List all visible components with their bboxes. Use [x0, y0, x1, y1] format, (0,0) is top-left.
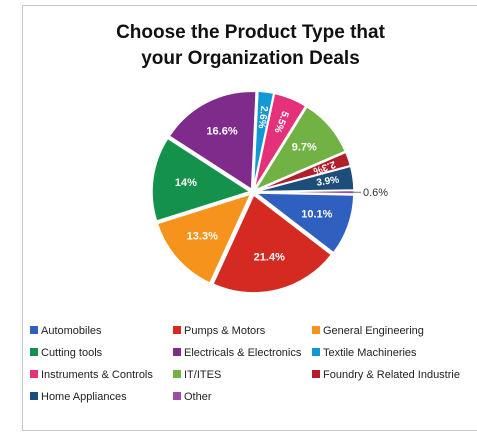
- data-label-textile-machineries: 2.6%: [256, 105, 270, 129]
- legend-swatch: [312, 370, 320, 378]
- legend-item-cutting-tools: Cutting tools: [30, 346, 102, 360]
- legend-swatch: [312, 348, 320, 356]
- legend-swatch: [173, 392, 181, 400]
- legend-label: Textile Machineries: [323, 347, 417, 359]
- legend-swatch: [30, 392, 38, 400]
- legend-item-electricals-electronics: Electricals & Electronics: [173, 346, 301, 360]
- legend-label: General Engineering: [323, 325, 424, 337]
- legend-swatch: [30, 348, 38, 356]
- data-label-pumps-motors: 21.4%: [254, 252, 285, 264]
- pie-slice-textile-machineries: [252, 90, 275, 190]
- pie-slice-general-engineering: [156, 192, 253, 285]
- chart-title: Choose the Product Type that your Organi…: [23, 20, 477, 72]
- pie-slice-cutting-tools: [151, 137, 252, 223]
- pie-slice-pumps-motors: [211, 193, 333, 294]
- legend-item-home-appliances: Home Appliances: [30, 390, 127, 404]
- legend-item-general-engineering: General Engineering: [312, 324, 424, 338]
- pie-slice-instruments-controls: [253, 92, 307, 190]
- legend-label: Automobiles: [41, 325, 102, 337]
- pie-slice-electricals-electronics: [168, 90, 257, 191]
- pie-slice-foundry-related-industries: [255, 151, 352, 192]
- legend-swatch: [173, 326, 181, 334]
- legend-label: Pumps & Motors: [184, 325, 266, 337]
- legend-label: Cutting tools: [41, 347, 103, 359]
- legend-item-it-ites: IT/ITES: [173, 368, 221, 382]
- chart-title-line-1: Choose the Product Type that: [116, 22, 385, 43]
- legend-item-pumps-motors: Pumps & Motors: [173, 324, 265, 338]
- data-label-other: 0.6%: [363, 187, 388, 199]
- legend-label: Electricals & Electronics: [184, 347, 302, 359]
- chart-frame: Choose the Product Type that your Organi…: [22, 5, 477, 431]
- data-label-electricals-electronics: 16.6%: [206, 126, 237, 138]
- legend-item-other: Other: [173, 390, 212, 404]
- data-label-general-engineering: 13.3%: [187, 231, 218, 243]
- legend-label: Other: [184, 391, 212, 403]
- pie-chart: 3.9%0.6%10.1%21.4%13.3%14%16.6%2.6% 5.5%9…: [151, 90, 388, 294]
- legend-label: IT/ITES: [184, 369, 222, 381]
- legend-item-textile-machineries: Textile Machineries: [312, 346, 417, 360]
- legend-item-automobiles: Automobiles: [30, 324, 102, 338]
- chart-title-line-2: your Organization Deals: [141, 48, 360, 69]
- data-label-it-ites: 9.7%: [292, 142, 317, 154]
- legend-label: Home Appliances: [41, 391, 127, 403]
- legend-swatch: [30, 370, 38, 378]
- legend-label: Instruments & Controls: [41, 369, 153, 381]
- data-label-automobiles: 10.1%: [301, 208, 332, 220]
- legend-label: Foundry & Related Industrie: [323, 369, 460, 381]
- legend-item-foundry-related-industrie: Foundry & Related Industrie: [312, 368, 460, 382]
- legend-swatch: [173, 370, 181, 378]
- legend-swatch: [173, 348, 181, 356]
- legend-item-instruments-controls: Instruments & Controls: [30, 368, 153, 382]
- data-label-home-appliances: 3.9%: [316, 175, 340, 189]
- legend-swatch: [312, 326, 320, 334]
- legend-swatch: [30, 326, 38, 334]
- data-label-cutting-tools: 14%: [175, 177, 197, 189]
- pie-slice-automobiles: [253, 192, 355, 254]
- pie-slice-it-ites: [253, 105, 347, 192]
